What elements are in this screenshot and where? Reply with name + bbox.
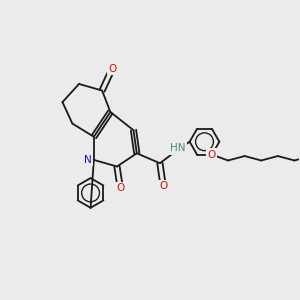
Text: O: O: [159, 181, 167, 191]
Text: O: O: [116, 183, 124, 193]
Text: O: O: [208, 150, 216, 160]
Text: N: N: [84, 155, 92, 165]
Text: O: O: [108, 64, 116, 74]
Text: HN: HN: [170, 143, 186, 153]
